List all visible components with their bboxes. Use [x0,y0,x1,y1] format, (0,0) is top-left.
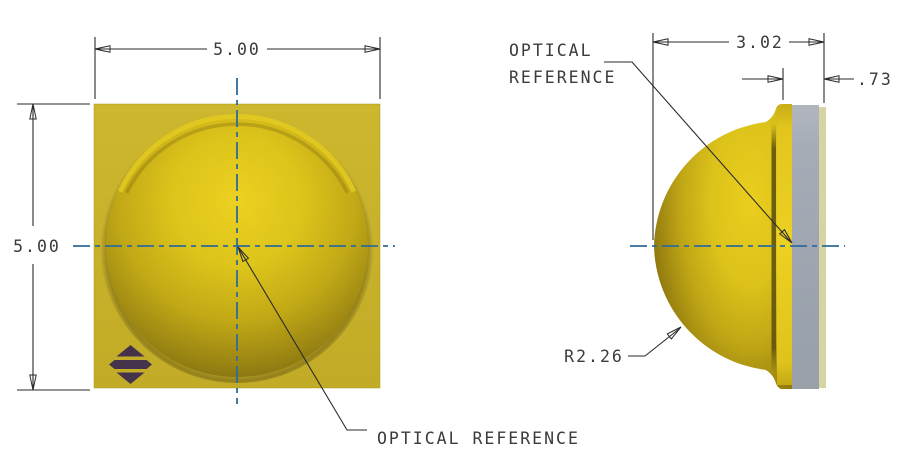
dim-depth-side-view: 3.02 [652,33,825,240]
polarity-mark-icon [109,345,152,384]
top-view: 5.00 5.00 OPTICAL REFERENCE [13,37,580,448]
optical-reference-callout-top-view: OPTICAL REFERENCE [237,246,580,448]
dim-radius-value: R2.26 [564,347,624,366]
optical-reference-label-line1: OPTICAL [509,41,593,60]
side-view: 3.02 .73 R2.26 OPTICAL REFERENCE [509,33,893,389]
dim-thickness-side-view: .73 [742,68,893,100]
dim-height-top-view: 5.00 [13,103,90,391]
substrate-side-view [792,105,819,389]
lens-face-edge [771,124,776,372]
package-back-edge [819,107,826,388]
optical-reference-label-line2: REFERENCE [509,68,616,87]
dome-lens-side-view [654,104,792,389]
dim-depth-value: 3.02 [736,33,784,52]
dim-thickness-value: .73 [857,70,893,89]
dim-height-value: 5.00 [13,237,61,256]
optical-reference-callout-side-view: OPTICAL REFERENCE [509,41,793,244]
optical-reference-label: OPTICAL REFERENCE [377,429,580,448]
dim-radius-callout: R2.26 [564,326,682,366]
dim-width-top-view: 5.00 [94,37,381,99]
dim-width-value: 5.00 [213,40,261,59]
